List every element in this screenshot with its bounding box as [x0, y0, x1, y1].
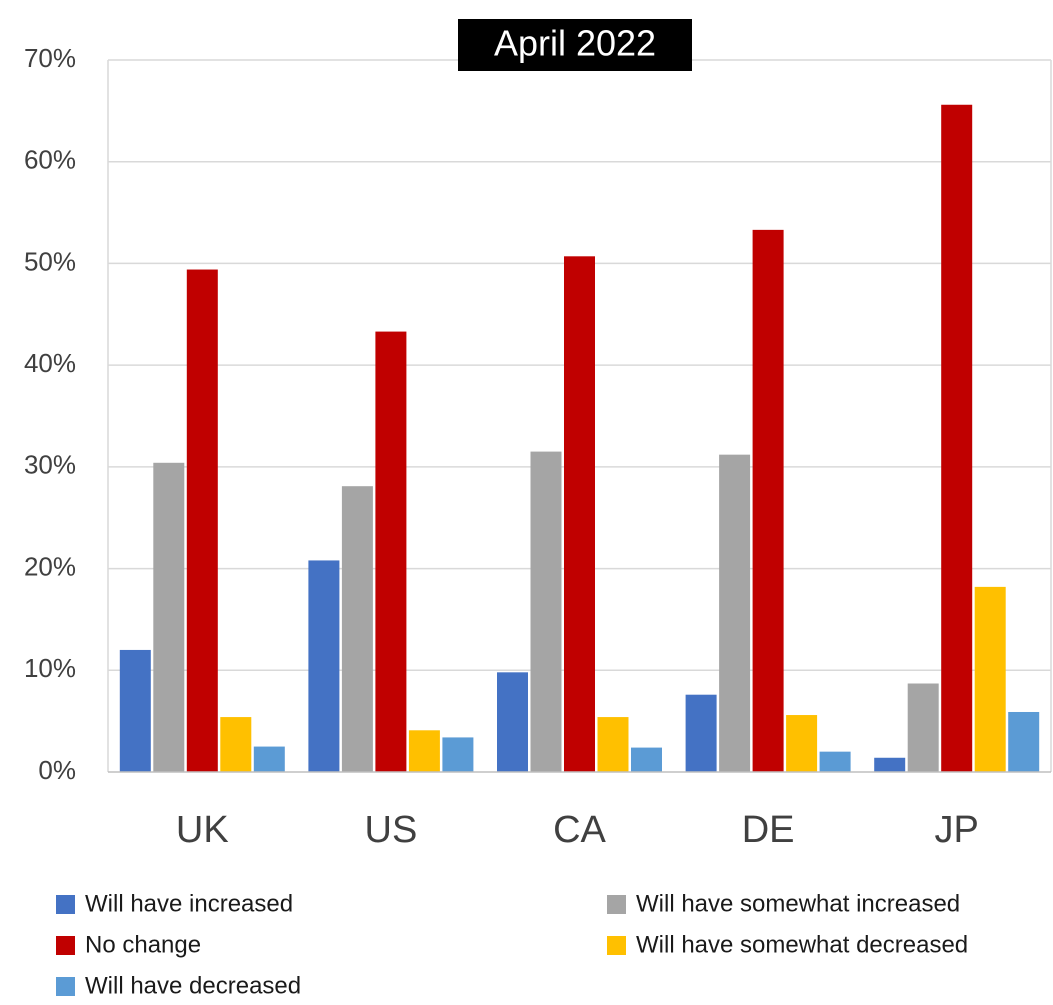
y-tick-label: 20% [24, 551, 76, 581]
bar-uk-4 [220, 717, 252, 772]
bar-ca-4 [597, 717, 629, 772]
bar-jp-5 [1008, 711, 1040, 772]
legend-item: No change [56, 931, 201, 958]
legend-item: Will have decreased [56, 972, 301, 999]
legend-item: Will have somewhat increased [607, 890, 960, 917]
legend-item: Will have increased [56, 890, 293, 917]
chart-title-box: April 2022 [458, 19, 692, 71]
bar-uk-2 [153, 462, 185, 772]
bar-jp-2 [907, 683, 939, 772]
bar-us-4 [408, 730, 440, 772]
bar-us-2 [341, 486, 373, 772]
y-tick-label: 10% [24, 653, 76, 683]
legend-label: No change [85, 931, 201, 958]
bar-de-5 [819, 751, 851, 772]
y-tick-label: 40% [24, 348, 76, 378]
y-tick-label: 50% [24, 246, 76, 276]
bar-de-3 [752, 229, 784, 772]
y-tick-label: 30% [24, 450, 76, 480]
legend-swatch [56, 895, 75, 914]
bar-ca-1 [497, 672, 528, 772]
bar-uk-5 [253, 746, 285, 772]
legend-swatch [56, 936, 75, 955]
bar-jp-1 [874, 757, 906, 772]
chart-title: April 2022 [494, 23, 656, 64]
bar-jp-3 [941, 104, 973, 773]
y-axis-tick-labels: 0% 10% 20% 30% 40% 50% 60% 70% [24, 43, 76, 785]
x-category-label: CA [553, 809, 606, 851]
y-tick-label: 60% [24, 145, 76, 175]
bar-uk-1 [119, 649, 151, 772]
legend-label: Will have increased [85, 890, 293, 917]
bar-ca-5 [631, 747, 662, 772]
y-tick-label: 0% [38, 755, 76, 785]
bar-us-1 [308, 560, 340, 772]
legend-label: Will have decreased [85, 972, 301, 999]
bar-us-3 [375, 331, 407, 772]
legend-swatch [607, 936, 626, 955]
bar-us-5 [442, 737, 474, 772]
legend-label: Will have somewhat increased [636, 890, 960, 917]
bar-de-2 [719, 454, 751, 772]
legend-swatch [56, 977, 75, 996]
bar-de-4 [786, 715, 818, 772]
bar-jp-4 [974, 586, 1006, 772]
legend: Will have increased Will have somewhat in… [56, 890, 968, 999]
bar-de-1 [685, 694, 717, 772]
bar-ca-2 [530, 451, 562, 772]
x-category-label: US [365, 809, 418, 851]
legend-swatch [607, 895, 626, 914]
x-axis-category-labels: UK US CA DE JP [176, 809, 979, 851]
x-category-label: JP [935, 809, 979, 851]
bar-uk-3 [186, 269, 218, 772]
y-tick-label: 70% [24, 43, 76, 73]
legend-label: Will have somewhat decreased [636, 931, 968, 958]
legend-item: Will have somewhat decreased [607, 931, 968, 958]
bars [119, 104, 1040, 773]
x-category-label: DE [742, 809, 795, 851]
x-category-label: UK [176, 809, 229, 851]
bar-ca-3 [564, 256, 595, 772]
chart-title-background [458, 19, 692, 71]
